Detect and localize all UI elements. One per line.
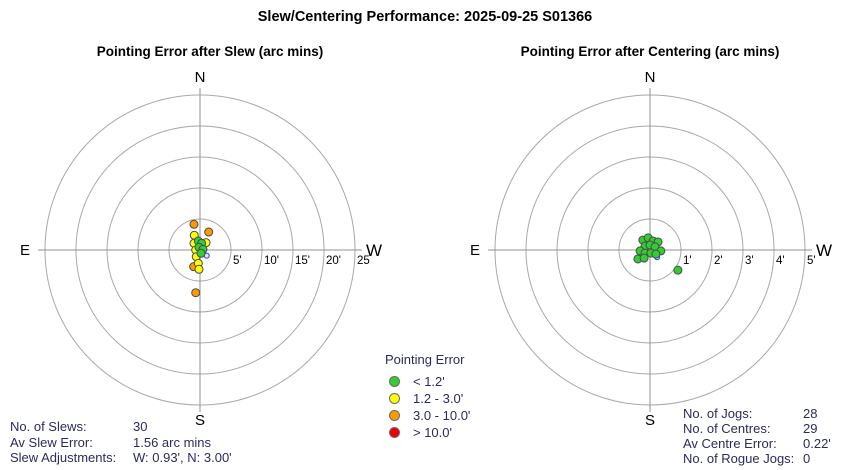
centering-polar-plot: N S E W 1' 2' 3' 4' 5' — [470, 69, 832, 429]
slew-plot-title: Pointing Error after Slew (arc mins) — [96, 44, 324, 59]
slew-stats: No. of Slews: 30 Av Slew Error: 1.56 arc… — [10, 419, 232, 466]
compass-label-north: N — [195, 69, 206, 86]
stat-value: 28 — [803, 406, 818, 421]
legend-dot-yellow — [389, 393, 400, 404]
stat-value: 0 — [803, 451, 811, 466]
stat-label: Av Centre Error: — [683, 436, 777, 451]
pointing-error-legend: Pointing Error < 1.2' 1.2 - 3.0' 3.0 - 1… — [385, 352, 470, 441]
centering-stats: No. of Jogs: 28 No. of Centres: 29 Av Ce… — [683, 406, 831, 466]
ring-tick-label: 5' — [807, 255, 816, 267]
data-point — [194, 264, 204, 274]
stat-value: 29 — [803, 421, 818, 436]
legend-label: 3.0 - 10.0' — [413, 408, 471, 423]
legend-label: > 10.0' — [413, 425, 452, 440]
data-point — [196, 248, 206, 258]
legend-dot-red — [389, 427, 400, 438]
compass-label-west: W — [816, 241, 832, 260]
ring-tick-label: 15' — [295, 255, 310, 267]
stat-row: No. of Rogue Jogs: 0 — [683, 451, 831, 466]
compass-label-south: S — [195, 412, 205, 429]
stat-label: Av Slew Error: — [10, 434, 93, 450]
data-point — [189, 219, 199, 229]
legend-item: 1.2 - 3.0' — [385, 390, 470, 407]
stat-row: Slew Adjustments: W: 0.93', N: 3.00' — [10, 450, 232, 466]
stat-value: 0.22' — [803, 436, 831, 451]
compass-label-east: E — [470, 242, 480, 259]
stat-label: No. of Jogs: — [683, 406, 753, 421]
compass-label-west: W — [366, 241, 382, 260]
slew-polar-plot: N S E W 5' 10' 15' 20' 25 — [20, 69, 382, 429]
ring-tick-label: 2' — [714, 255, 723, 267]
data-point — [191, 288, 201, 298]
legend-item: < 1.2' — [385, 373, 470, 390]
ring-tick-label: 1' — [683, 255, 692, 267]
ring-tick-label: 10' — [264, 255, 279, 267]
legend-item: 3.0 - 10.0' — [385, 407, 470, 424]
legend-label: 1.2 - 3.0' — [413, 391, 464, 406]
data-point — [639, 253, 649, 263]
data-point — [204, 227, 214, 237]
legend-label: < 1.2' — [413, 374, 445, 389]
page-title: Slew/Centering Performance: 2025-09-25 S… — [257, 9, 593, 25]
stat-row: No. of Jogs: 28 — [683, 406, 831, 421]
ring-tick-label: 5' — [233, 255, 242, 267]
stat-row: Av Slew Error: 1.56 arc mins — [10, 435, 232, 451]
ring-tick-label: 3' — [745, 255, 754, 267]
stat-row: No. of Centres: 29 — [683, 421, 831, 436]
legend-item: > 10.0' — [385, 424, 470, 441]
stat-label: Slew Adjustments: — [10, 450, 117, 465]
stat-row: Av Centre Error: 0.22' — [683, 436, 831, 451]
compass-label-east: E — [20, 242, 30, 259]
stat-value: 1.56 arc mins — [133, 434, 212, 450]
stat-label: No. of Rogue Jogs: — [683, 451, 795, 466]
legend-title: Pointing Error — [385, 352, 465, 367]
legend-dot-orange — [389, 410, 400, 421]
ring-tick-label: 25 — [357, 255, 370, 267]
centering-plot-title: Pointing Error after Centering (arc mins… — [520, 44, 780, 59]
compass-label-north: N — [645, 69, 656, 86]
compass-label-south: S — [645, 412, 655, 429]
stat-value: 30 — [133, 419, 148, 434]
stat-label: No. of Centres: — [683, 421, 771, 436]
data-point — [673, 265, 683, 275]
ring-tick-label: 20' — [326, 255, 341, 267]
stat-value: W: 0.93', N: 3.00' — [133, 450, 232, 465]
data-point — [651, 249, 661, 259]
ring-tick-label: 4' — [776, 255, 785, 267]
stat-row: No. of Slews: 30 — [10, 419, 232, 435]
legend-dot-green — [389, 376, 400, 387]
stat-label: No. of Slews: — [10, 419, 87, 434]
